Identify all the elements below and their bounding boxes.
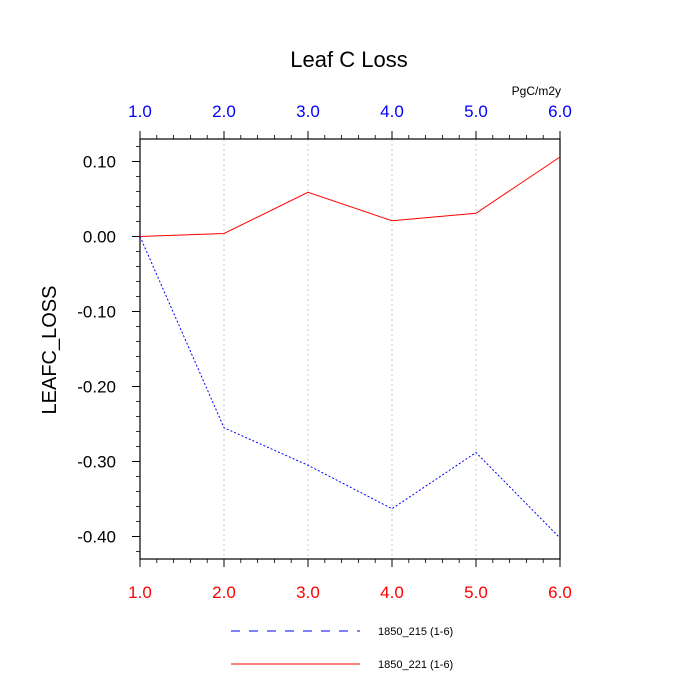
- grid-lines: [223, 139, 477, 559]
- y-tick-label-2: -0.10: [77, 303, 116, 322]
- y-tick-label-0: 0.10: [83, 153, 116, 172]
- legend: 1850_215 (1-6) 1850_221 (1-6): [231, 626, 453, 671]
- y-tick-label-1: 0.00: [83, 228, 116, 247]
- y-tick-label-3: -0.20: [77, 378, 116, 397]
- axes: 1.0 1.0 2.0 2.0 3.0 3.0 4.0 4.0 5.0 5.0 6.0 6.0 0.10…: [77, 102, 572, 602]
- plot-frame: [139, 138, 561, 560]
- series-lines: [139, 156, 561, 539]
- y-tick-label-4: -0.30: [77, 453, 116, 472]
- x-tick-label-top-2: 3.0: [296, 102, 320, 121]
- series-line-1: [139, 156, 561, 237]
- x-tick-label-top-5: 6.0: [548, 102, 572, 121]
- x-tick-label-top-3: 4.0: [380, 102, 404, 121]
- legend-label-0: 1850_215 (1-6): [378, 626, 453, 638]
- x-tick-label-bottom-4: 5.0: [464, 583, 488, 602]
- x-tick-label-bottom-2: 3.0: [296, 583, 320, 602]
- units-label: PgC/m2y: [512, 84, 561, 98]
- x-tick-label-bottom-3: 4.0: [380, 583, 404, 602]
- y-axis-label: LEAFC_LOSS: [39, 286, 61, 415]
- x-tick-label-top-0: 1.0: [128, 102, 152, 121]
- chart-title: Leaf C Loss: [290, 47, 407, 72]
- y-tick-label-5: -0.40: [77, 528, 116, 547]
- legend-label-1: 1850_221 (1-6): [378, 659, 453, 671]
- x-tick-label-bottom-1: 2.0: [212, 583, 236, 602]
- series-line-0: [139, 236, 561, 539]
- x-tick-label-bottom-5: 6.0: [548, 583, 572, 602]
- x-tick-label-top-1: 2.0: [212, 102, 236, 121]
- x-tick-label-bottom-0: 1.0: [128, 583, 152, 602]
- x-tick-label-top-4: 5.0: [464, 102, 488, 121]
